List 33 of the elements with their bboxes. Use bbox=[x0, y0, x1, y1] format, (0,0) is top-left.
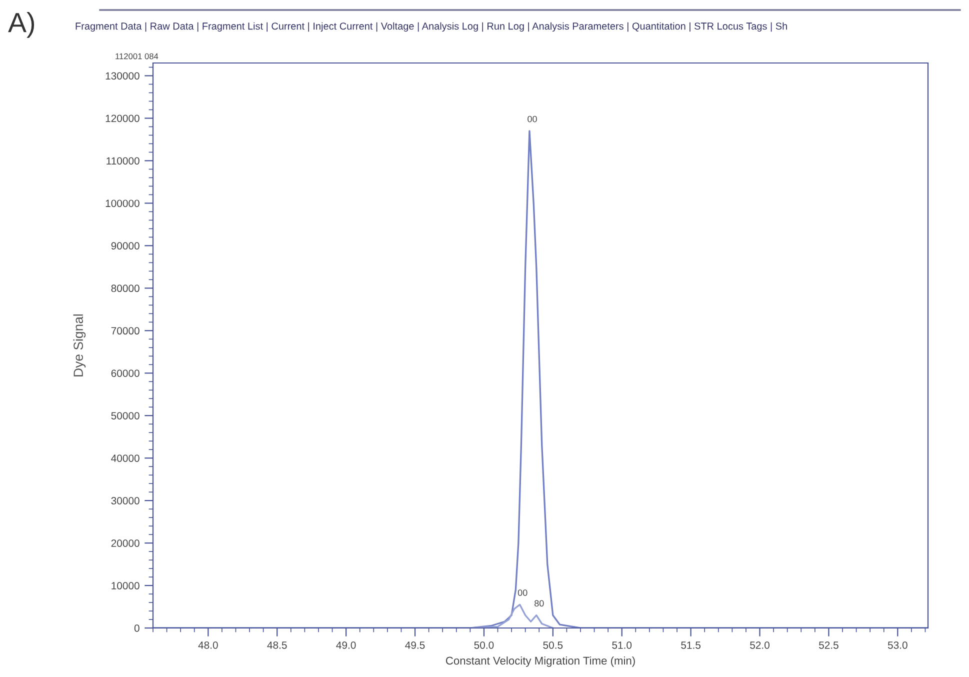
x-tick-label: 52.0 bbox=[750, 641, 770, 649]
x-tick-label: 51.5 bbox=[681, 642, 701, 649]
x-tick-label: 49.5 bbox=[405, 641, 425, 649]
y-tick-label: 110000 bbox=[106, 157, 140, 165]
y-tick-label: 10000 bbox=[112, 582, 140, 590]
y-tick-label: 70000 bbox=[111, 327, 140, 335]
x-tick-label: 50.0 bbox=[474, 641, 494, 649]
x-tick-label: 52.5 bbox=[818, 641, 838, 649]
x-tick-label: 49.0 bbox=[336, 641, 356, 649]
x-tick-label: 53.0 bbox=[888, 641, 908, 649]
x-tick-label: 51.0 bbox=[612, 641, 632, 649]
text: 112001 084 bbox=[116, 53, 158, 60]
x-tick-label: 48.0 bbox=[198, 641, 218, 649]
x-tick-label: 50.5 bbox=[543, 641, 563, 649]
text: A) bbox=[8, 12, 34, 38]
y-tick-label: 50000 bbox=[111, 412, 140, 420]
y-tick-label: 100000 bbox=[106, 200, 140, 208]
annotation: 80 bbox=[534, 600, 544, 607]
y-tick-label: 90000 bbox=[111, 242, 140, 250]
y-tick-label: 20000 bbox=[111, 540, 140, 547]
annotation: 00 bbox=[528, 116, 537, 122]
y-tick-label: 130000 bbox=[106, 72, 140, 80]
y-tick-label: 60000 bbox=[111, 370, 140, 377]
y-tick-label: 30000 bbox=[111, 497, 140, 504]
y-axis-title: Dye Signal bbox=[73, 314, 86, 376]
x-axis-title: Constant Velocity Migration Time (min) bbox=[446, 656, 635, 667]
y-tick-label: 0 bbox=[134, 624, 140, 632]
y-tick-label: 120000 bbox=[106, 114, 140, 122]
y-tick-label: 80000 bbox=[111, 284, 140, 292]
text: Fragment Data | Raw Data | Fragment List | Current | Inject Current | Voltage | Analysis Log | Run Log | Analysis Parameters | Quantitation | STR Locus Tags | Sh bbox=[76, 22, 787, 32]
annotation: 00 bbox=[518, 590, 528, 596]
y-tick-label: 40000 bbox=[111, 454, 140, 462]
x-tick-label: 48.5 bbox=[267, 641, 287, 649]
